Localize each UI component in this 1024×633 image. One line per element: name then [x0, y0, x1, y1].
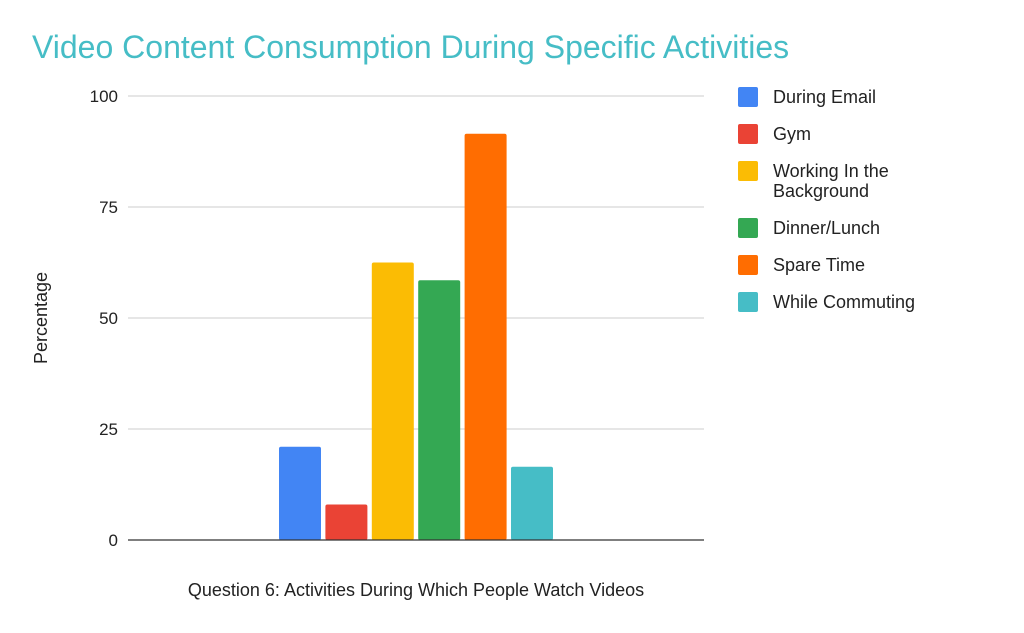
bar-gym	[325, 504, 368, 540]
y-tick-label: 75	[99, 198, 118, 217]
y-tick-label: 0	[109, 531, 118, 550]
bar-during-email	[279, 446, 321, 540]
legend-swatch-gym	[738, 124, 758, 144]
legend-label-while-commuting: While Commuting	[773, 292, 915, 312]
bar-dinner-lunch	[418, 280, 461, 540]
bar-working-in-the-background	[371, 262, 414, 540]
legend-label-working-in-the-background: Background	[773, 181, 869, 201]
legend-label-gym: Gym	[773, 124, 811, 144]
y-tick-label: 25	[99, 420, 118, 439]
legend-swatch-spare-time	[738, 255, 758, 275]
legend-swatch-while-commuting	[738, 292, 758, 312]
legend-label-during-email: During Email	[773, 87, 876, 107]
legend-label-spare-time: Spare Time	[773, 255, 865, 275]
bar-while-commuting	[511, 466, 553, 540]
y-axis-label: Percentage	[31, 272, 51, 364]
legend-swatch-working-in-the-background	[738, 161, 758, 181]
y-tick-labels: 0 25 50 75 100	[90, 87, 118, 550]
y-tick-label: 100	[90, 87, 118, 106]
bar-spare-time	[464, 133, 507, 541]
legend-swatch-during-email	[738, 87, 758, 107]
legend-label-working-in-the-background: Working In the	[773, 161, 889, 181]
bars	[279, 133, 553, 541]
chart-title: Video Content Consumption During Specifi…	[32, 29, 789, 65]
legend-swatch-dinner-lunch	[738, 218, 758, 238]
gridlines	[128, 95, 704, 430]
y-tick-label: 50	[99, 309, 118, 328]
legend-label-dinner-lunch: Dinner/Lunch	[773, 218, 880, 238]
x-axis-label: Question 6: Activities During Which Peop…	[188, 580, 644, 600]
